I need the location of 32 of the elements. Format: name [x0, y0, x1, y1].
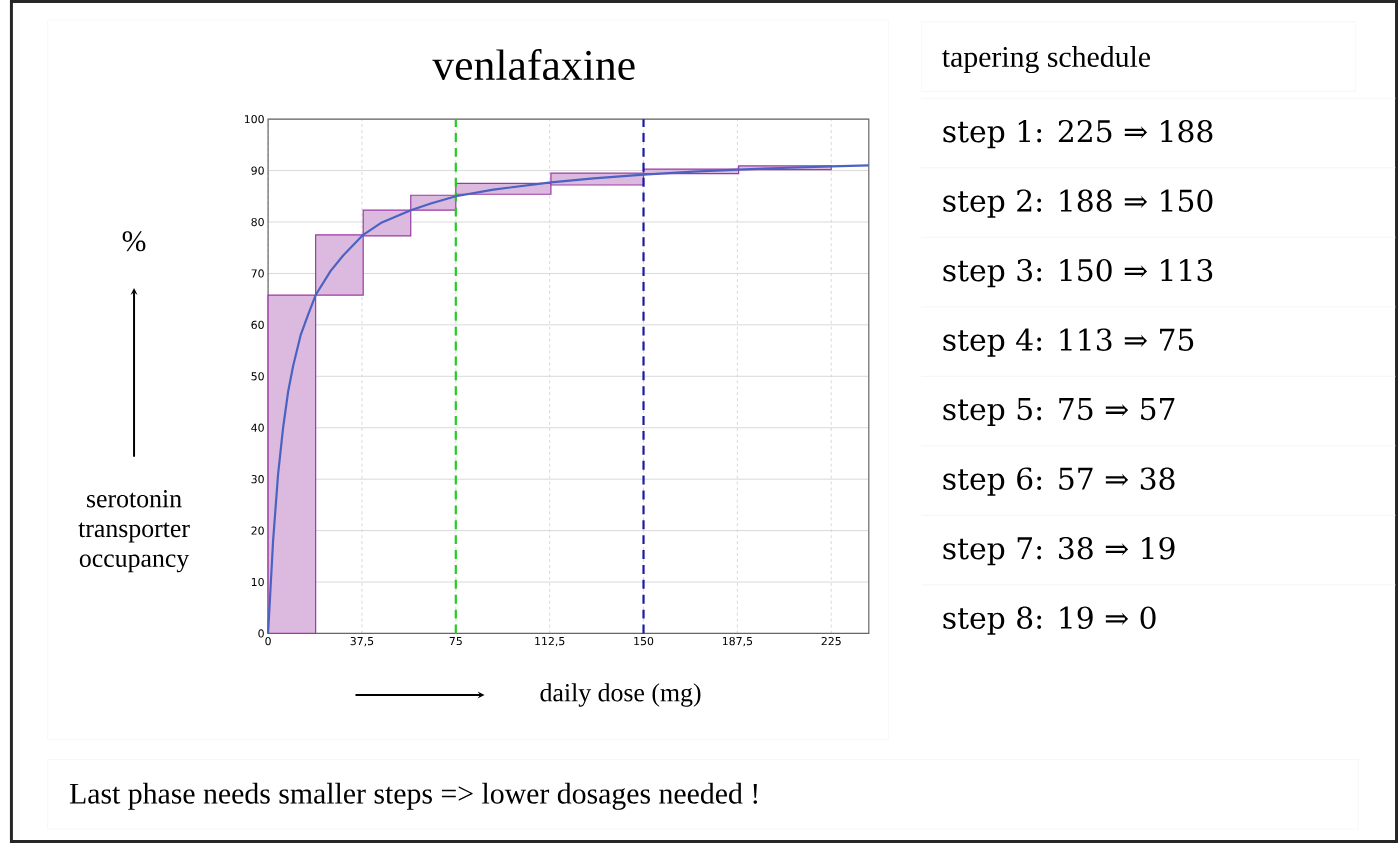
y-tick-label: 50	[251, 372, 264, 381]
y-tick-label: 20	[251, 526, 264, 535]
y-tick-label: 30	[251, 475, 264, 484]
y-axis-title: serotonin transporter occupancy	[78, 490, 190, 573]
chart-title: venlafaxine	[432, 48, 635, 81]
x-tick-label: 225	[821, 637, 841, 646]
y-tick-label: 90	[251, 166, 264, 175]
y-tick-label: 100	[244, 115, 264, 124]
y-tick-label: 0	[258, 629, 264, 638]
x-tick-label: 0	[265, 637, 271, 646]
text: Last phase needs smaller steps => lower dosages needed !	[69, 782, 758, 810]
x-tick-label: 37,5	[350, 637, 374, 647]
y-tick-label: 10	[251, 577, 264, 587]
text: step 7: 38 ⇒ 19	[943, 536, 1175, 566]
x-tick-label: 112,5	[535, 637, 565, 647]
text: tapering schedule	[942, 46, 1151, 74]
text: step 5: 75 ⇒ 57	[943, 398, 1175, 427]
x-axis-title: daily dose (mg)	[540, 683, 701, 707]
text: step 1: 225 ⇒ 188	[943, 119, 1213, 149]
text: %	[122, 231, 146, 252]
x-tick-label: 75	[449, 636, 462, 646]
y-tick-label: 40	[251, 423, 264, 432]
text: step 3: 150 ⇒ 113	[943, 258, 1213, 288]
y-tick-label: 80	[251, 217, 264, 227]
text: step 8: 19 ⇒ 0	[943, 606, 1156, 635]
text: step 2: 188 ⇒ 150	[943, 189, 1213, 218]
x-tick-label: 150	[634, 637, 654, 646]
y-tick-label: 60	[251, 320, 264, 330]
x-tick-label: 187,5	[722, 637, 753, 647]
text: step 6: 57 ⇒ 38	[943, 467, 1175, 496]
y-tick-label: 70	[251, 269, 264, 278]
text: step 4: 113 ⇒ 75	[943, 328, 1194, 357]
